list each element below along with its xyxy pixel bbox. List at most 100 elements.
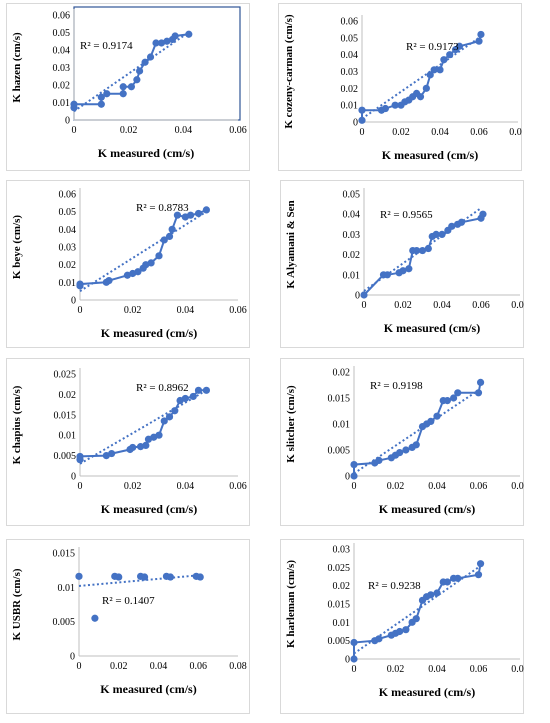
data-point [163,37,171,45]
data-point [413,246,421,255]
y-tick-label: 0.03 [341,67,359,78]
x-tick-label: 0.06 [229,125,247,136]
data-point [474,389,483,397]
y-tick-label: 0.01 [341,101,359,112]
data-point [147,259,155,267]
r-squared-label: R² = 0.8783 [136,202,189,214]
chart-harleman: 0 0.02 0.04 0.06 0.08 0 0.005 0.01 0.015 0.02 0.02… [280,539,529,714]
y-tick-label: 0.015 [53,549,76,560]
data-point [142,441,150,449]
x-tick-label: 0 [72,125,77,136]
y-tick-label: 0.03 [59,243,77,254]
data-point [358,116,366,124]
y-tick-label: 0.01 [53,98,71,109]
x-tick-label: 0.02 [387,664,405,675]
y-tick-label: 0.01 [59,278,77,289]
x-tick-label: 0.04 [433,300,451,311]
y-tick-label: 0.05 [53,28,71,39]
data-point [181,394,189,403]
data-point [455,42,464,50]
data-point [412,615,420,623]
y-tick-label: 0.05 [343,190,361,201]
chart-alyamani-sen: 0 0.02 0.04 0.06 0.08 0 0.01 0.02 0.03 0.04 0.05 K … [280,180,529,348]
y-tick-label: 0.04 [341,50,359,61]
data-point [168,225,176,233]
r-squared-label: R² = 0.8962 [136,382,189,394]
r-squared-label: R² = 0.9198 [370,380,423,392]
y-tick-label: 0.02 [59,390,77,401]
data-point [350,472,358,480]
data-point [70,100,78,108]
data-point [475,37,483,45]
trendline [361,37,480,120]
x-axis-title: K measured (cm/s) [101,326,197,340]
x-axis-title: K measured (cm/s) [98,146,194,160]
data-point [196,573,204,581]
data-point [391,101,399,109]
data-point [108,449,116,458]
x-axis-title: K measured (cm/s) [101,502,197,516]
y-tick-label: 0.025 [328,563,351,574]
y-tick-label: 0.04 [343,210,361,221]
data-point [75,572,83,580]
chart-frame [6,358,250,526]
x-tick-label: 0 [362,300,367,311]
data-point [383,271,391,279]
x-tick-label: 0.06 [472,300,490,311]
chart-panel-7: 0 0.02 0.04 0.06 0.08 0 0.005 0.01 0.015 K USBR (… [6,539,250,714]
x-tick-label: 0.06 [229,481,247,492]
x-tick-label: 0.02 [392,127,410,138]
data-point [350,638,358,647]
x-tick-label: 0.04 [431,127,449,138]
data-point [438,230,446,238]
data-point [426,71,434,79]
data-point [424,244,432,253]
data-point [416,93,425,101]
x-tick-label: 0.06 [470,127,488,138]
y-tick-label: 0.04 [59,225,77,236]
chart-panel-2: 0 0.02 0.04 0.06 0.08 0 0.01 0.02 0.03 0.04 0.05 0.… [278,3,527,171]
data-point [454,574,462,582]
r-squared-label: R² = 0.9173 [406,41,459,53]
data-point [157,39,166,47]
chart-panel-3: 0 0.02 0.04 0.06 0 0.01 0.02 0.03 0.04 0.05 0.06 K … [6,180,250,348]
y-tick-label: 0 [355,291,360,302]
y-tick-label: 0 [353,118,358,129]
y-tick-label: 0 [65,116,70,127]
y-tick-label: 0 [71,296,76,307]
chart-usbr: 0 0.02 0.04 0.06 0.08 0 0.005 0.01 0.015 K USBR (… [6,539,250,714]
x-tick-label: 0.06 [190,661,208,672]
data-point [422,84,430,92]
data-point [412,441,420,449]
data-point [405,265,413,273]
y-tick-label: 0.05 [59,207,77,218]
data-point [97,93,105,101]
data-point [427,417,435,425]
trendline [79,389,207,465]
y-tick-label: 0 [345,472,350,483]
x-tick-label: 0.02 [124,481,142,492]
data-point [375,456,383,464]
r-squared-label: R² = 0.1407 [102,595,155,607]
x-tick-label: 0.04 [177,305,195,316]
x-tick-label: 0 [352,664,357,675]
data-point [202,206,210,214]
y-tick-label: 0.02 [333,581,351,592]
y-tick-label: 0.06 [341,17,359,28]
chart-slitcher: 0 0.02 0.04 0.06 0.08 0 0.005 0.01 0.015 0.02 K sl… [280,358,529,526]
data-point [375,635,383,643]
data-point [140,573,149,581]
data-point [152,39,160,47]
y-tick-label: 0.01 [333,618,351,629]
data-point [454,389,462,397]
data-point [194,386,203,394]
y-tick-label: 0.005 [53,617,76,628]
data-point [430,66,438,74]
data-point [202,386,210,394]
x-tick-label: 0.06 [470,481,488,492]
y-axis-title: K cozeny-carman (cm/s) [283,14,295,129]
y-tick-label: 0.015 [54,410,77,421]
chart-chapius: 0 0.02 0.04 0.06 0 0.005 0.01 0.015 0.02 0.025 K c… [6,358,250,526]
y-tick-label: 0.03 [343,230,361,241]
chart-panel-4: 0 0.02 0.04 0.06 0.08 0 0.01 0.02 0.03 0.04 0.05 K … [280,180,529,348]
